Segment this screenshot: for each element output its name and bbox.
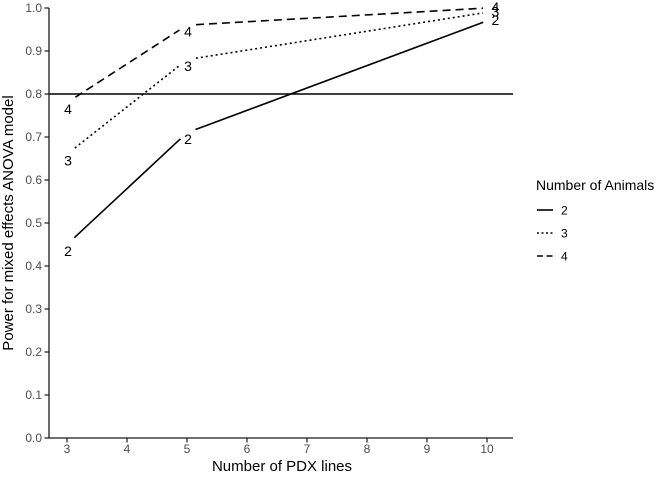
series-line-3-seg2 xyxy=(195,12,484,59)
series-point-label-4-x3: 4 xyxy=(64,101,72,117)
legend-items: 2 3 4 xyxy=(537,204,568,264)
legend-title: Number of Animals xyxy=(536,177,654,193)
y-tick-label-0.6: 0.6 xyxy=(25,173,42,187)
series-point-label-2-x5: 2 xyxy=(184,131,192,147)
y-tick-label-0.8: 0.8 xyxy=(25,87,42,101)
x-tick-label-6: 6 xyxy=(244,442,251,456)
series-line-2-seg1 xyxy=(73,138,181,239)
y-tick-label-0.0: 0.0 xyxy=(25,431,42,445)
y-tick-label-0.1: 0.1 xyxy=(25,388,42,402)
legend-label-2: 2 xyxy=(561,204,568,218)
legend-label-4: 4 xyxy=(561,250,568,264)
y-tick-label-0.3: 0.3 xyxy=(25,302,42,316)
x-tick-label-7: 7 xyxy=(304,442,311,456)
series-line-2-seg2 xyxy=(195,21,484,131)
x-tick-label-4: 4 xyxy=(124,442,131,456)
y-tick-label-0.4: 0.4 xyxy=(25,259,42,273)
legend: Number of Animals 2 3 4 xyxy=(536,177,654,264)
series-point-label-3-x3: 3 xyxy=(64,153,72,169)
series-line-4-seg2 xyxy=(195,7,484,26)
x-tick-label-10: 10 xyxy=(480,442,494,456)
x-tick-label-3: 3 xyxy=(64,442,71,456)
y-tick-label-0.7: 0.7 xyxy=(25,130,42,144)
x-tick-label-9: 9 xyxy=(424,442,431,456)
x-tick-label-5: 5 xyxy=(184,442,191,456)
series-point-label-2-x10: 2 xyxy=(492,12,500,28)
y-tick-label-0.2: 0.2 xyxy=(25,345,42,359)
series-line-3-seg1 xyxy=(74,64,181,149)
series-point-label-4-x5: 4 xyxy=(184,24,192,40)
x-tick-label-8: 8 xyxy=(364,442,371,456)
x-axis-title: Number of PDX lines xyxy=(212,458,352,475)
y-tick-label-0.9: 0.9 xyxy=(25,44,42,58)
series-line-4-seg1 xyxy=(74,29,180,98)
series-point-label-4-x10: 4 xyxy=(492,0,500,15)
series-point-label-2-x3: 2 xyxy=(64,243,72,259)
series-point-label-3-x5: 3 xyxy=(184,58,192,74)
y-axis-title: Power for mixed effects ANOVA model xyxy=(0,95,17,350)
y-tick-label-1.0: 1.0 xyxy=(25,1,42,15)
legend-label-3: 3 xyxy=(561,227,568,241)
y-tick-label-0.5: 0.5 xyxy=(25,216,42,230)
series-point-label-3-x10: 3 xyxy=(492,3,500,19)
